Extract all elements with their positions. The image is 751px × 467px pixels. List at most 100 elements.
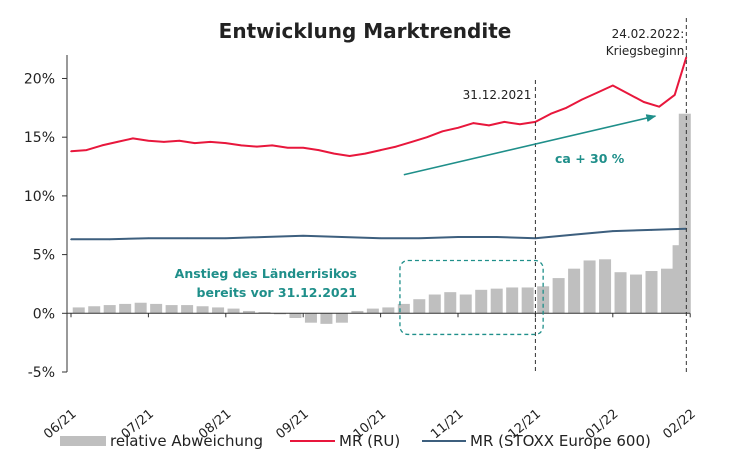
y-tick-label: 10% (24, 189, 55, 205)
chart-title: Entwicklung Marktrendite (219, 19, 512, 43)
deviation-bar (397, 303, 410, 314)
deviation-bar (351, 310, 364, 314)
mr-ru-line-point (627, 92, 630, 95)
legend-swatch-relative-deviation (60, 436, 106, 446)
box-label-line2: bereits vor 31.12.2021 (197, 285, 357, 300)
deviation-bar (134, 302, 147, 314)
mr-ru-line-point (457, 126, 459, 129)
mr-ru-line-point (302, 146, 305, 149)
mr-ru-line-point (379, 149, 382, 151)
mr-ru-line-point (194, 142, 196, 144)
mr-stoxx-line-point (302, 235, 305, 237)
mr-ru-line-point (503, 121, 506, 123)
deviation-bar (459, 294, 472, 314)
deviation-bar (165, 305, 178, 314)
mr-ru-line-point (240, 144, 243, 147)
y-tick-label: 0% (33, 306, 55, 322)
relative-deviation-bars (72, 113, 691, 324)
mr-ru-line-point (271, 144, 274, 147)
deviation-bar (413, 299, 426, 314)
deviation-bar (304, 313, 317, 323)
deviation-bar (444, 292, 457, 314)
deviation-bar (660, 268, 673, 314)
mr-ru-line-point (255, 145, 258, 148)
mr-ru-line-point (116, 141, 119, 143)
country-risk-box (399, 259, 544, 336)
deviation-bar (568, 268, 581, 314)
deviation-bar (506, 287, 519, 314)
mr-stoxx-line-point (418, 237, 421, 239)
deviation-bar (88, 306, 101, 314)
mr-ru-line-point (550, 112, 552, 115)
mr-ru-line-point (70, 150, 72, 153)
deviation-bar (521, 287, 534, 314)
mr-stoxx-line-point (70, 238, 72, 241)
mr-ru-line-point (642, 101, 645, 103)
mr-ru-line-point (581, 98, 583, 101)
mr-ru-line-point (163, 141, 165, 143)
mr-ru-line (70, 57, 688, 157)
mr-ru-line-point (317, 149, 320, 151)
mr-stoxx-line-point (379, 237, 382, 239)
mr-stoxx-line (71, 227, 687, 241)
deviation-bar (678, 113, 691, 314)
deviation-bar (196, 306, 209, 314)
deviation-bar (289, 313, 302, 318)
mr-stoxx-line-point (147, 237, 150, 239)
deviation-bar (258, 312, 271, 314)
deviation-bar (552, 278, 565, 314)
mr-ru-line-point (519, 123, 521, 126)
x-tick-label: 02/22 (660, 407, 698, 443)
deviation-bar (212, 307, 225, 314)
mr-ru-line-point (441, 130, 444, 133)
deviation-bar (583, 260, 596, 314)
mr-stoxx-line-point (495, 236, 498, 238)
mr-stoxx-line-point (457, 236, 459, 238)
series-lines (70, 56, 688, 241)
deviation-bar (119, 303, 132, 314)
deviation-bar (645, 271, 658, 314)
mr-ru-line-point (147, 139, 150, 142)
deviation-bar (490, 288, 503, 314)
mr-ru-line-point (348, 155, 351, 157)
mr-ru-line-point (85, 149, 88, 151)
deviation-bar (599, 259, 612, 314)
chart-annotations: 31.12.2021 24.02.2022: Kriegsbeginn ca + 30… (175, 18, 687, 372)
annotation-date-right: 24.02.2022: (612, 27, 685, 41)
deviation-bar (630, 274, 643, 314)
deviation-bar (366, 308, 379, 314)
y-tick-label: -5% (28, 365, 55, 381)
mr-stoxx-line-point (650, 229, 653, 231)
deviation-bar (150, 303, 163, 314)
mr-ru-line-point (132, 137, 134, 140)
annotation-date-left: 31.12.2021 (463, 88, 532, 102)
mr-stoxx-line-point (573, 233, 575, 236)
deviation-bar (335, 313, 348, 323)
mr-stoxx-line-point (108, 238, 111, 241)
chart-legend: relative Abweichung MR (RU) MR (STOXX Euro… (60, 432, 651, 450)
mr-ru-line-point (209, 141, 212, 143)
mr-stoxx-line-point (186, 237, 188, 239)
trend-arrow (403, 114, 657, 176)
deviation-bar (243, 310, 256, 314)
mr-ru-line-point (225, 142, 227, 144)
deviation-bar (382, 307, 395, 314)
deviation-bar (181, 305, 194, 314)
mr-stoxx-line-point (341, 236, 343, 238)
mr-stoxx-line-point (225, 237, 227, 239)
deviation-bar (475, 289, 488, 314)
box-label-line1: Anstieg des Länderrisikos (175, 266, 357, 281)
deviation-bar (103, 305, 116, 314)
mr-ru-line-point (395, 145, 397, 148)
y-tick-label: 20% (24, 71, 55, 87)
deviation-bar (320, 313, 333, 324)
mr-ru-line-point (658, 105, 661, 108)
mr-stoxx-line-point (263, 236, 266, 238)
legend-label-mr-stoxx: MR (STOXX Europe 600) (470, 432, 651, 450)
mr-stoxx-line-point (612, 230, 614, 232)
y-tick-label: 5% (33, 248, 55, 264)
legend-label-mr-ru: MR (RU) (339, 432, 400, 450)
trend-label: ca + 30 % (555, 151, 625, 166)
annotation-war-start: Kriegsbeginn (606, 44, 685, 58)
